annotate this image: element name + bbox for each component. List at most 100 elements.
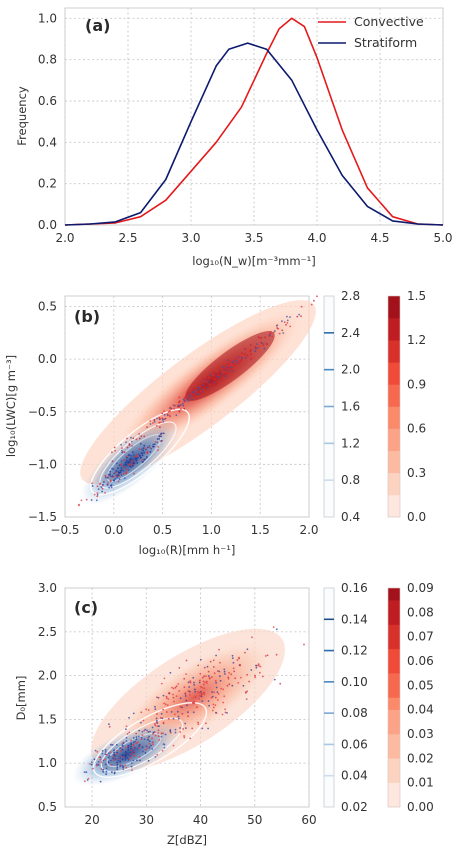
panel-b-scatter-point <box>249 344 252 346</box>
panel-b-scatter-point <box>107 482 109 484</box>
panel-c-scatter-point <box>170 711 173 713</box>
panel-a-label: (a) <box>85 16 110 35</box>
panel-c-scatter-point <box>124 759 127 761</box>
panel-c-scatter-point <box>147 731 150 733</box>
panel-b-scatter-point <box>264 342 267 345</box>
panel-b-scatter-point <box>160 435 162 438</box>
panel-c-scatter-point <box>266 654 269 657</box>
panel-b-colorbar-blues-tick-label: 2.4 <box>341 326 360 340</box>
panel-b-scatter-point <box>177 406 179 408</box>
panel-b-scatter-point <box>257 345 260 347</box>
panel-c-scatter-point <box>187 681 190 684</box>
panel-b-scatter-point <box>283 321 286 323</box>
panel-c-scatter-point <box>186 704 188 707</box>
panel-c-scatter-point <box>100 768 103 770</box>
panel-b-scatter-point <box>106 483 109 486</box>
panel-c-scatter-point <box>206 665 209 668</box>
panel-b-scatter-point <box>143 458 146 461</box>
panel-c-scatter-point <box>223 695 226 698</box>
panel-c-scatter-point <box>172 717 175 720</box>
panel-c-scatter-point <box>216 691 219 693</box>
panel-b-xtick-label: −0.5 <box>50 523 79 537</box>
panel-b-scatter-point <box>146 446 149 449</box>
panel-c-scatter-point <box>155 717 158 720</box>
panel-b-scatter-point <box>158 438 161 440</box>
panel-a-grid <box>64 8 444 226</box>
panel-c-scatter-point <box>192 702 194 705</box>
panel-c-scatter-point <box>189 737 192 740</box>
panel-b-scatter-point <box>234 363 236 366</box>
panel-c-scatter-point <box>121 754 124 756</box>
panel-c-scatter-point <box>222 701 225 704</box>
panel-b-scatter-point <box>249 355 251 357</box>
panel-c-scatter-point <box>106 753 108 756</box>
panel-c-scatter-point <box>246 673 249 676</box>
panel-b-scatter-point <box>142 449 145 452</box>
panel-b-scatter-point <box>269 334 271 337</box>
panel-c-scatter-point <box>226 712 228 714</box>
panel-a-ytick-label: 0.6 <box>38 94 57 108</box>
panel-c-scatter-point <box>184 695 187 697</box>
panel-a-xtick-label: 2.0 <box>55 231 74 245</box>
panel-c-scatter-point <box>179 727 182 729</box>
panel-c-scatter-point <box>137 735 140 738</box>
panel-c-scatter-point <box>163 702 166 705</box>
panel-c-ytick-label: 2.0 <box>38 669 57 683</box>
panel-b-scatter-point <box>271 335 274 338</box>
panel-c-white-contour-2 <box>100 717 184 773</box>
panel-b-scatter-point <box>145 448 148 451</box>
panel-b-scatter-point <box>192 388 195 391</box>
panel-c-scatter-point <box>141 746 144 749</box>
panel-b-scatter-point <box>116 462 118 465</box>
panel-c-scatter-point <box>121 756 123 758</box>
panel-c-scatter-point <box>272 626 275 628</box>
panel-b-scatter-point <box>260 341 263 344</box>
panel-a-xlabel: log₁₀(N_w)[m⁻³mm⁻¹] <box>192 254 315 268</box>
panel-c-scatter-point <box>219 679 222 682</box>
panel-b-scatter-point <box>228 364 231 367</box>
panel-b-ytick-label: 0.5 <box>38 300 57 314</box>
panel-b-scatter-point <box>120 464 123 466</box>
panel-c-scatter-point <box>228 683 231 686</box>
panel-c-scatter-point <box>136 748 139 750</box>
panel-c-scatter-point <box>187 715 190 718</box>
panel-b-scatter-point <box>93 493 96 496</box>
panel-b-scatter-point <box>163 418 165 421</box>
panel-c-scatter-point <box>228 671 231 674</box>
panel-c-scatter-point <box>121 748 124 751</box>
panel-c-scatter-point <box>124 757 127 760</box>
panel-b-scatter-point <box>90 499 93 501</box>
panel-b-scatter-point <box>158 418 161 421</box>
panel-c-scatter-point <box>126 757 129 759</box>
panel-c-scatter-point <box>198 698 201 700</box>
panel-c-scatter-point <box>146 729 148 732</box>
panel-b-ytick-label: −0.5 <box>28 405 57 419</box>
panel-c-scatter-point <box>151 737 154 740</box>
panel-c-scatter-point <box>259 671 261 674</box>
panel-b-scatter-point <box>241 354 244 356</box>
panel-c-scatter-point <box>178 667 181 669</box>
panel-b-scatter-point <box>122 472 125 475</box>
panel-c-scatter-point <box>97 764 100 766</box>
panel-c-scatter-point <box>125 728 127 731</box>
legend-stratiform-label: Stratiform <box>354 35 417 50</box>
panel-a-xtick-label: 4.0 <box>307 231 326 245</box>
panel-c-scatter-point <box>136 741 138 744</box>
panel-b-scatter-point <box>91 482 93 485</box>
panel-b-colorbar-reds-band <box>388 340 400 363</box>
panel-c-scatter-point <box>132 759 135 762</box>
panel-b-colorbar-blues-tick-label: 2.8 <box>341 289 360 303</box>
panel-c-scatter-point <box>86 779 89 781</box>
panel-b-scatter-point <box>116 467 119 470</box>
panel-c-scatter-point <box>83 780 86 783</box>
panel-b-scatter-point <box>132 437 135 440</box>
panel-c-scatter-point <box>254 674 256 677</box>
panel-b-scatter-point <box>244 347 246 350</box>
panel-c-scatter-point <box>227 677 230 680</box>
panel-c-scatter-point <box>226 684 229 687</box>
panel-c-scatter-point <box>219 661 221 664</box>
panel-c-scatter-point <box>208 704 211 707</box>
panel-b-colorbar-reds: 0.0 0.3 0.6 0.9 1.2 1.5 <box>387 289 426 524</box>
panel-c-scatter-point <box>261 675 264 678</box>
panel-c-scatter-point <box>104 758 106 761</box>
